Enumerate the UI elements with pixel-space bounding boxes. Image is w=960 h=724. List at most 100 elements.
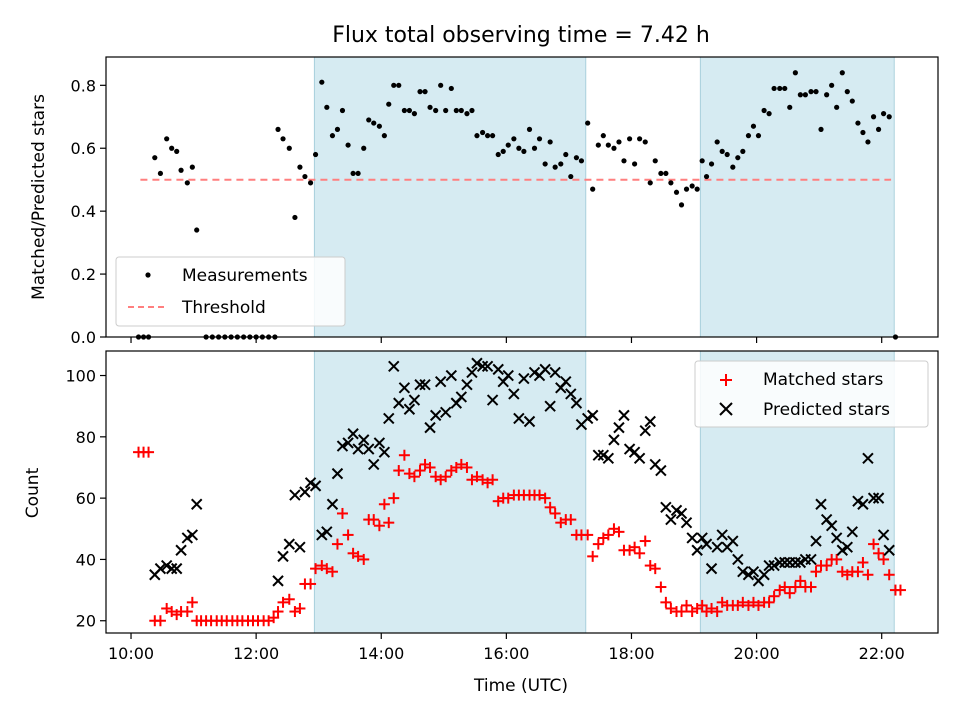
measurement-point [844,89,850,95]
matched-star-point [582,529,594,541]
matched-star-point [424,461,436,473]
legend-label-measurements: Measurements [182,266,308,286]
predicted-star-point [732,553,744,566]
measurement-point [324,104,330,110]
measurement-point [573,155,580,161]
matched-star-point [831,553,843,565]
matched-star-point [143,446,155,458]
plot-frame [105,350,939,634]
predicted-star-point [492,363,504,376]
matched-star-point [502,492,514,504]
measurement-point [829,82,835,88]
legend: Matched stars Predicted stars [694,360,929,428]
observing-window-1 [313,350,587,634]
measurement-point [855,120,861,126]
measurement-point [652,158,658,164]
matched-star-point [660,596,672,608]
measurement-point [500,148,506,154]
measurement-point [448,85,454,92]
predicted-star-point [602,452,615,464]
measurement-point [668,180,674,186]
measurement-point [730,164,736,170]
matched-star-point [779,581,791,593]
measurement-point [600,133,606,139]
measurement-point [818,126,824,132]
predicted-star-point [570,397,583,409]
measurement-point [766,111,772,117]
measurement-point [297,164,303,170]
matched-star-point [326,566,338,578]
measurement-point [605,142,611,148]
predicted-star-point [429,409,442,422]
predicted-star-point [471,357,483,369]
matched-star-point [784,587,796,599]
matched-star-point [373,520,385,532]
matched-star-point [852,566,864,578]
x-tick-label: 10:00 [108,644,154,663]
matched-star-point [487,474,499,486]
predicted-star-point [544,400,556,412]
predicted-star-point [655,464,667,477]
measurement-point [319,79,325,85]
measurement-point [174,148,180,154]
measurement-point [366,117,372,123]
measurement-point [438,82,444,88]
measurement-point [568,173,574,180]
measurement-point [350,170,356,177]
predicted-star-point [165,562,178,575]
predicted-star-point [747,565,760,578]
predicted-star-point [170,562,183,575]
predicted-star-point [277,550,289,563]
matched-stars-series [133,446,906,627]
measurement-point [813,89,819,95]
measurement-point [511,136,517,142]
predicted-star-point [408,394,421,406]
predicted-star-point [613,421,625,434]
predicted-star-point [696,532,708,544]
predicted-star-point [830,532,843,544]
measurement-point [334,126,341,132]
matched-star-point [868,538,880,550]
matched-star-point [378,498,390,510]
predicted-star-point [779,556,791,569]
predicted-star-point [388,360,400,373]
measurement-point [632,161,638,167]
matched-star-point [393,465,405,477]
matched-star-point [461,461,473,473]
observing-window-shading [313,56,895,338]
measurement-point [621,158,627,164]
predicted-star-point [289,489,301,501]
predicted-star-point [476,360,489,373]
measurement-point [616,139,622,145]
measurement-point [755,133,762,139]
y-tick-label: 0.6 [71,139,96,158]
measurement-point [708,161,715,167]
matched-star-point [789,581,801,593]
measurement-point [536,136,543,142]
bottom-panel-star-counts: 20 40 60 80 100 10:00 12:00 14:00 16:00 18:00 20:… [23,350,939,696]
matched-star-point [277,596,289,608]
y-tick-label: 0.8 [71,76,96,95]
measurement-point [694,186,700,192]
matched-star-point [649,563,661,575]
measurement-point [880,111,887,117]
measurement-point [361,145,367,151]
measurement-point [870,114,877,120]
y-axis-label: Matched/Predicted stars [29,94,49,300]
measurement-point [782,85,788,92]
matched-star-point [544,501,556,513]
measurement-point [724,151,730,158]
measurement-point [189,164,195,170]
measurement-point [531,145,538,151]
measurement-point [824,92,830,98]
measurement-point [787,104,793,110]
matched-star-point [383,517,395,529]
predicted-star-point [466,366,478,379]
measurement-point [578,158,585,164]
predicted-star-point [455,391,468,403]
matched-star-point [602,529,614,541]
measurement-point [381,133,387,139]
matched-star-point [283,593,295,605]
predicted-star-point [665,513,677,526]
predicted-star-point [461,379,473,391]
